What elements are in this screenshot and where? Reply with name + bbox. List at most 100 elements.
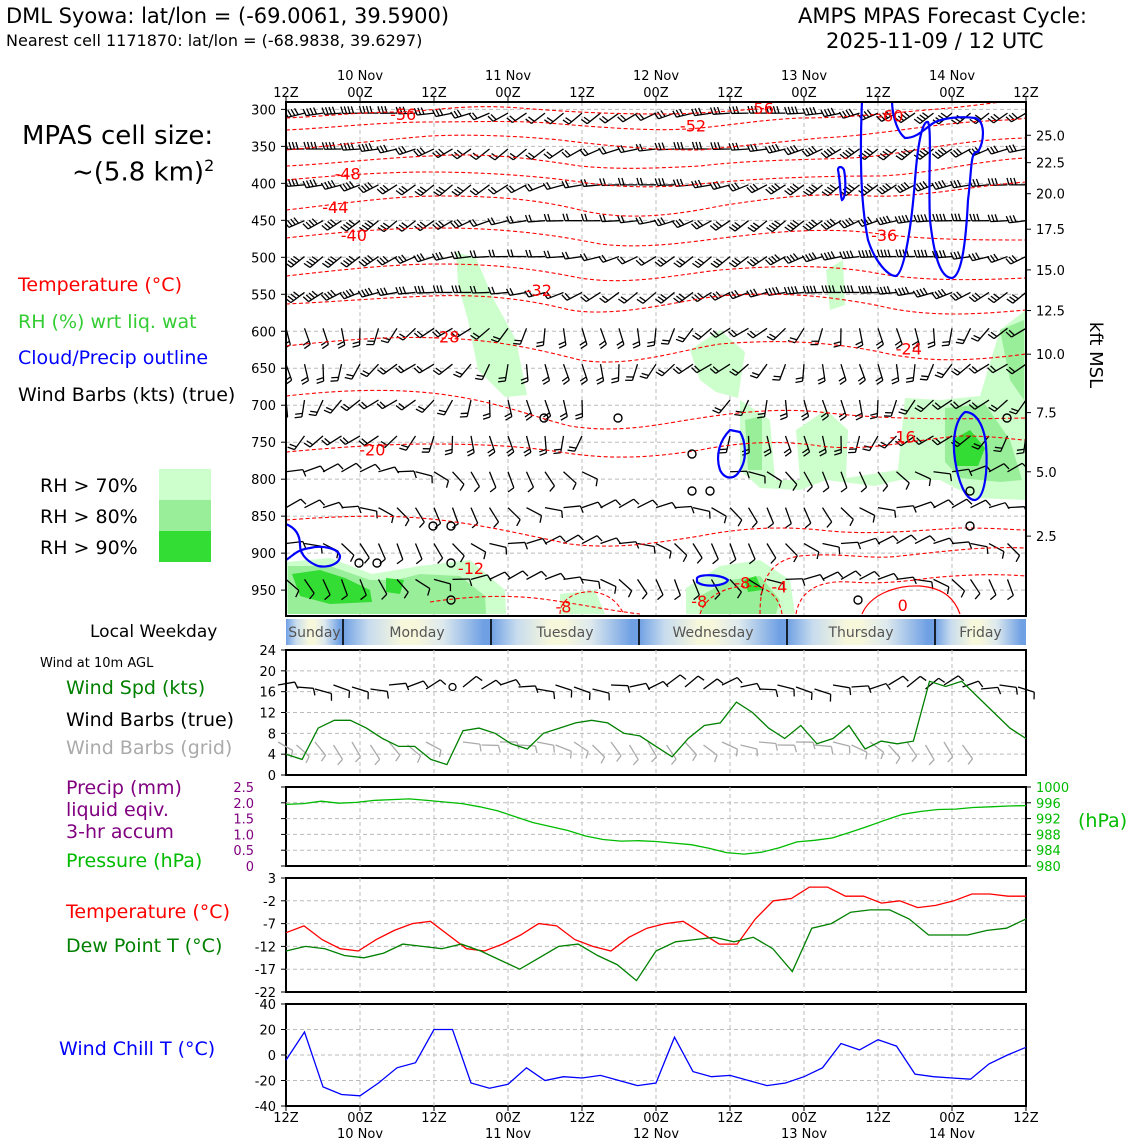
wind-barb-flag — [401, 185, 408, 192]
wind-barb-flag — [723, 515, 727, 524]
wind-barb-flag — [365, 143, 370, 151]
wind-barb-flag — [858, 250, 862, 258]
pressure-tick-label: 400 — [251, 177, 276, 192]
wind-barb-flag — [891, 380, 899, 385]
wind-barb — [443, 399, 454, 416]
wind-barb-flag — [319, 499, 326, 506]
wind-barb-flag — [802, 108, 807, 116]
wind-barb-flag — [378, 443, 385, 449]
wind-barb-flag — [990, 331, 998, 338]
wind-barb — [646, 363, 657, 379]
wind-barb-flag — [453, 373, 461, 378]
wind-barb-flag — [469, 250, 474, 258]
wind-barb-flag — [826, 186, 834, 192]
wind-barb-flag — [599, 297, 606, 304]
wind-barb-flag — [497, 380, 506, 383]
wind-barb-flag — [308, 219, 315, 226]
wind-barb-flag — [324, 181, 330, 189]
wind-barb — [785, 471, 798, 485]
wind-barb-flag — [771, 287, 777, 295]
wind-barb-flag — [900, 183, 907, 190]
wind-barb — [821, 471, 830, 488]
wind-barb-true-flag — [736, 677, 743, 684]
wind-barb-flag — [833, 341, 841, 345]
wind-barb-flag — [975, 252, 980, 260]
wind-barb-flag — [826, 220, 833, 227]
wind-barb — [988, 502, 1006, 509]
wind-barb-flag — [419, 186, 427, 192]
wind-barb-flag — [849, 250, 854, 258]
wind-barb — [488, 507, 500, 523]
wind-barb — [574, 435, 583, 452]
wind-barb-flag — [789, 145, 796, 153]
wind-barb — [674, 543, 688, 556]
wind-barb-flag — [383, 144, 388, 152]
wind-barb-flag — [879, 152, 887, 159]
wind-barb-flag — [553, 452, 561, 455]
wind-barb-flag — [327, 221, 334, 227]
wind-barb-true — [980, 686, 998, 690]
wind-barb-flag — [1003, 463, 1010, 470]
wind-barb — [525, 471, 535, 488]
wind-barb-flag — [713, 107, 718, 115]
wind-barb-flag — [1008, 329, 1015, 336]
wind-barb — [433, 578, 451, 585]
wind-barb-grid-flag — [395, 754, 401, 762]
wind-barb-flag — [697, 219, 704, 227]
wind-barb-flag — [850, 285, 854, 293]
wind-barb-flag — [524, 184, 530, 192]
wind-barb — [489, 571, 506, 580]
wind-barb — [581, 578, 599, 583]
wind-barb — [382, 363, 398, 375]
wind-barb-flag — [942, 340, 950, 343]
wind-barb-flag — [940, 112, 948, 118]
wind-barb-true — [721, 676, 738, 686]
wind-barb — [341, 543, 355, 556]
wind-barb — [622, 112, 638, 123]
wind-barb-flag — [291, 178, 296, 186]
wind-barb-flag — [838, 222, 845, 229]
wind-barb-flag — [805, 223, 812, 229]
windchill-panel-tick-label: 20 — [259, 1024, 276, 1039]
wind-barb-flag — [882, 184, 889, 191]
wind-barb — [544, 471, 556, 487]
wind-barb — [970, 465, 987, 473]
calm-circle — [687, 449, 697, 459]
wind-barb-flag — [295, 141, 299, 150]
wind-barb-flag — [638, 258, 645, 264]
wind-barb-flag — [543, 153, 550, 159]
wind-barb-flag — [757, 416, 765, 419]
wind-barb — [327, 256, 342, 268]
wind-barb-flag — [451, 153, 458, 160]
wind-barb — [544, 572, 562, 580]
wind-barb — [286, 469, 303, 473]
wind-barb-flag — [453, 330, 461, 337]
wind-barb-flag — [690, 506, 695, 514]
wind-barb-flag — [787, 224, 794, 230]
wind-barb — [544, 507, 562, 512]
wind-barb-flag — [620, 256, 626, 263]
wind-barb-flag — [303, 343, 311, 350]
wind-barb — [418, 148, 435, 157]
wind-barb-grid-flag — [600, 756, 606, 764]
wind-barb-flag — [911, 340, 919, 346]
wind-barb-flag — [417, 405, 426, 411]
wind-barb-flag — [431, 253, 437, 261]
wind-barb-flag — [1005, 368, 1013, 375]
wind-barb — [472, 255, 490, 259]
wind-barb-flag — [776, 105, 780, 114]
wind-barb-flag — [513, 342, 521, 345]
wind-barb-flag — [579, 340, 587, 346]
wind-barb-flag — [749, 374, 758, 379]
wind-barb-flag — [1011, 112, 1018, 119]
wind-barb-grid — [961, 744, 974, 760]
wind-barb-flag — [379, 145, 385, 153]
wind-barb — [988, 463, 1005, 473]
wind-barb-grid-flag — [895, 757, 901, 765]
wind-barb-flag — [823, 150, 830, 157]
wind-barb-flag — [885, 182, 892, 189]
wind-barb — [511, 184, 527, 194]
wind-barb-flag — [327, 180, 333, 188]
wind-barb — [341, 462, 357, 473]
wind-barb-flag — [1009, 296, 1016, 302]
